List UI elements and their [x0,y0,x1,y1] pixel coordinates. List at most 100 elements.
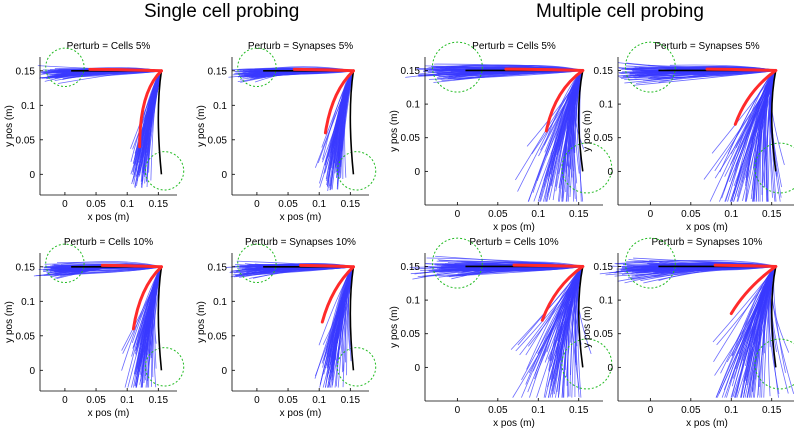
y-tick-label: 0 [221,366,227,377]
mean-path-left [100,263,163,269]
x-tick-label: 0.1 [724,405,738,416]
y-tick-label: 0 [29,170,35,181]
mean-path-left [705,67,778,72]
y-tick-label: 0.1 [21,297,35,308]
panel-3: Perturb = Cells 10% 0 0 0.05 0.05 0.1 0.1 0.15 0… [4,237,185,419]
trajectory-down [139,70,162,171]
x-tick-label: 0.15 [149,199,169,210]
mean-path-left [504,67,585,72]
mean-path-down [131,265,163,331]
x-tick-label: 0 [648,405,654,416]
target-circle-left [237,243,277,284]
y-tick-label: 0 [414,167,420,178]
mean-path-left [512,263,585,268]
mean-path-left [88,67,163,73]
mean-path-down [138,69,163,149]
panel-2: Perturb = Synapses 5% 0 0 0.05 0.05 0.1 0.1 0.1… [196,41,377,223]
x-tick-label: 0.15 [569,209,589,220]
x-tick-label: 0.1 [312,199,326,210]
y-axis-label: y pos (m) [389,110,400,152]
panel-title: Perturb = Cells 5% [67,41,151,52]
target-circle-left [45,243,85,284]
x-tick-label: 0 [455,405,461,416]
y-axis-label: y pos (m) [582,110,593,152]
target-path-down [349,70,355,175]
panel-5: Perturb = Cells 5% 0 0 0.05 0.05 0.1 0.1 0.15 0.… [389,41,613,233]
trajectory-group [409,255,592,398]
y-tick-label: 0.05 [594,329,614,340]
x-tick-label: 0.05 [86,395,106,406]
x-tick-label: 0 [455,209,461,220]
y-axis-label: y pos (m) [4,105,15,147]
target-circle-down [754,338,794,390]
target-circle-down [336,347,377,387]
target-path-down [349,266,355,371]
y-tick-label: 0.1 [599,296,613,307]
y-tick-label: 0.05 [208,135,228,146]
target-circle-left [431,41,483,93]
x-tick-label: 0.1 [531,209,545,220]
x-axis-label: x pos (m) [88,408,130,419]
target-circle-down [144,151,185,191]
y-tick-label: 0.05 [401,133,421,144]
y-tick-label: 0.05 [16,135,36,146]
y-tick-label: 0.15 [594,262,614,273]
panel-1: Perturb = Cells 5% 0 0 0.05 0.05 0.1 0.1 0.15 0.… [4,41,185,223]
x-tick-label: 0.15 [762,209,782,220]
y-tick-label: 0.15 [208,66,228,77]
panel-title: Perturb = Cells 10% [469,237,558,248]
trajectory-group [405,63,585,202]
panel-6: Perturb = Synapses 5% 0 0 0.05 0.05 0.1 0.1 0.1… [582,41,794,233]
y-axis-label: y pos (m) [196,105,207,147]
x-tick-label: 0.15 [762,405,782,416]
y-tick-label: 0 [29,366,35,377]
panel-title: Perturb = Synapses 5% [248,41,353,52]
target-path-down [577,70,584,172]
x-tick-label: 0 [62,199,68,210]
x-axis-label: x pos (m) [280,212,322,223]
panel-title: Perturb = Cells 5% [472,41,556,52]
panel-title: Perturb = Cells 10% [64,237,153,248]
trajectory-down [533,70,584,202]
target-circle-down [754,142,794,194]
y-tick-label: 0.15 [401,262,421,273]
y-tick-label: 0.15 [594,66,614,77]
y-axis-label: y pos (m) [389,306,400,348]
x-tick-label: 0.05 [278,395,298,406]
trajectory-group [225,260,354,388]
x-axis-label: x pos (m) [686,418,728,429]
panel-title: Perturb = Synapses 5% [654,41,759,52]
section-title-single: Single cell probing [144,1,300,22]
mean-path-down [733,68,778,126]
x-tick-label: 0.1 [724,209,738,220]
y-tick-label: 0.05 [208,331,228,342]
panel-8: Perturb = Synapses 10% 0 0 0.05 0.05 0.1 0.1 0.… [582,237,794,429]
x-tick-label: 0 [254,395,260,406]
trajectory-group [33,261,162,388]
y-tick-label: 0 [414,363,420,374]
trajectory-down [739,266,777,367]
x-tick-label: 0.05 [681,405,701,416]
target-circle-left [237,47,277,88]
y-tick-label: 0.15 [208,262,228,273]
x-tick-label: 0 [254,199,260,210]
x-tick-label: 0.05 [488,405,508,416]
mean-path-left [292,67,355,73]
x-tick-label: 0.1 [531,405,545,416]
target-path-down [157,266,163,371]
target-circle-left [431,237,483,289]
panel-title: Perturb = Synapses 10% [245,237,356,248]
target-circle-left [624,41,676,93]
y-tick-label: 0.05 [401,329,421,340]
trajectory-group [228,66,354,192]
x-axis-label: x pos (m) [686,222,728,233]
panel-7: Perturb = Cells 10% 0 0 0.05 0.05 0.1 0.1 0.15 0… [389,237,613,429]
mean-path-down [544,68,585,133]
y-tick-label: 0.15 [401,66,421,77]
x-tick-label: 0.15 [569,405,589,416]
x-tick-label: 0.15 [341,395,361,406]
x-axis-label: x pos (m) [493,222,535,233]
trajectory-down [143,266,162,384]
y-tick-label: 0 [607,167,613,178]
